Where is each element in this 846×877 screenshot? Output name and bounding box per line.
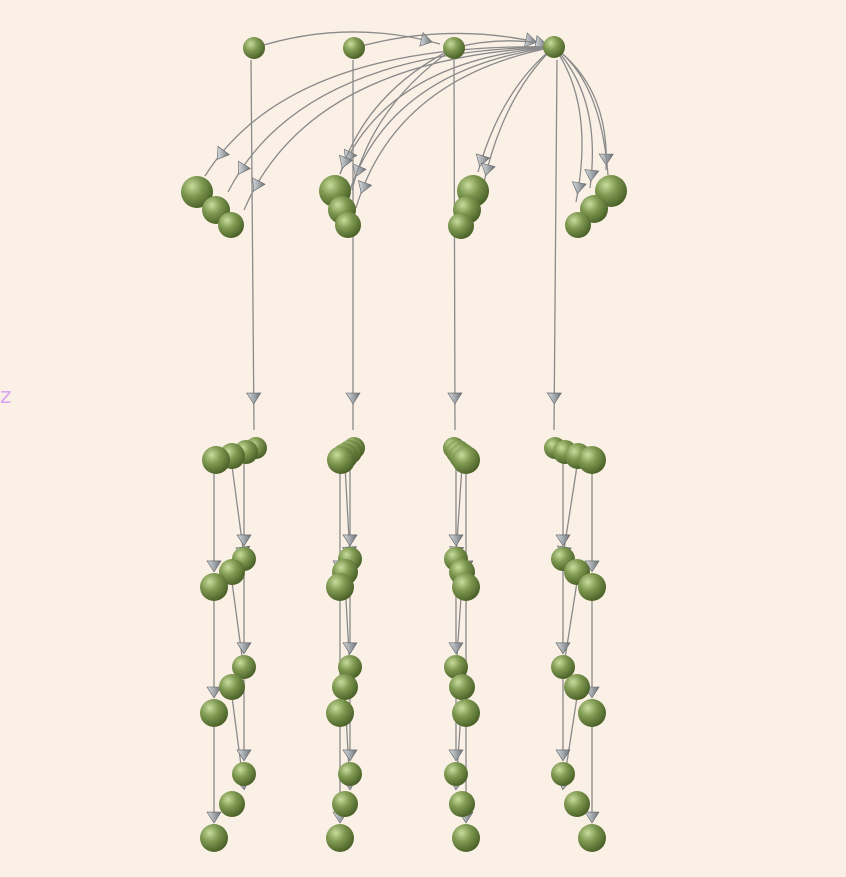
- cone-arrow-icon: [206, 560, 222, 573]
- cone-arrow-icon: [339, 154, 354, 169]
- graph-edge: [483, 46, 555, 183]
- sphere-node-icon: [202, 446, 230, 474]
- graph-edge: [553, 46, 609, 176]
- sphere-node-icon: [219, 791, 245, 817]
- sphere-node-icon: [578, 446, 606, 474]
- sphere-node-icon: [452, 573, 480, 601]
- sphere-node-icon: [578, 699, 606, 727]
- cone-arrow-icon: [236, 534, 252, 547]
- sphere-node-icon: [232, 762, 256, 786]
- graph-edge: [553, 59, 558, 431]
- sphere-node-icon: [551, 655, 575, 679]
- cone-arrow-icon: [246, 392, 262, 405]
- cone-arrow-icon: [236, 642, 252, 655]
- sphere-node-icon: [232, 655, 256, 679]
- graph-edge: [553, 46, 583, 203]
- cone-arrow-icon: [584, 169, 600, 182]
- graph-edge: [453, 59, 456, 431]
- sphere-node-icon: [564, 791, 590, 817]
- cone-arrow-icon: [206, 686, 222, 699]
- cone-arrow-icon: [342, 749, 358, 762]
- sphere-node-icon: [338, 655, 362, 679]
- sphere-node-icon: [338, 762, 362, 786]
- cone-arrow-icon: [252, 177, 266, 192]
- cone-arrow-icon: [216, 145, 230, 160]
- cone-arrow-icon: [524, 32, 538, 48]
- cone-arrow-icon: [448, 749, 464, 762]
- sphere-node-icon: [452, 446, 480, 474]
- cone-arrow-icon: [481, 162, 496, 177]
- sphere-node-icon: [551, 762, 575, 786]
- sphere-node-icon: [452, 824, 480, 852]
- graph-edge: [339, 46, 555, 175]
- sphere-node-icon: [443, 37, 465, 59]
- sphere-node-icon: [332, 791, 358, 817]
- graph-edge: [339, 47, 455, 175]
- sphere-node-icon: [219, 559, 245, 585]
- sphere-node-icon: [444, 762, 468, 786]
- sphere-node-icon: [332, 674, 358, 700]
- graph-edge: [355, 46, 555, 209]
- sphere-node-icon: [200, 573, 228, 601]
- cone-arrow-icon: [342, 534, 358, 547]
- sphere-node-icon: [327, 446, 355, 474]
- nodes-layer: [181, 36, 627, 852]
- sphere-node-icon: [326, 699, 354, 727]
- graph-edge: [204, 46, 555, 177]
- sphere-node-icon: [543, 36, 565, 58]
- sphere-node-icon: [452, 699, 480, 727]
- sphere-node-icon: [326, 824, 354, 852]
- graph-edge: [349, 46, 555, 191]
- cone-arrow-icon: [448, 642, 464, 655]
- sphere-node-icon: [343, 37, 365, 59]
- cone-arrow-icon: [357, 180, 373, 194]
- sphere-node-icon: [181, 176, 213, 208]
- graph-edge: [477, 46, 555, 173]
- sphere-node-icon: [219, 674, 245, 700]
- graph-edge: [353, 32, 546, 49]
- cone-arrow-icon: [546, 392, 562, 405]
- cone-arrow-icon: [342, 642, 358, 655]
- graph-edge: [243, 46, 555, 211]
- cone-arrow-icon: [555, 749, 571, 762]
- sphere-node-icon: [449, 674, 475, 700]
- sphere-node-icon: [578, 824, 606, 852]
- cone-arrow-icon: [584, 811, 600, 824]
- cone-arrow-icon: [555, 642, 571, 655]
- sphere-node-icon: [200, 699, 228, 727]
- sphere-node-icon: [444, 655, 468, 679]
- sphere-node-icon: [565, 212, 591, 238]
- cone-arrow-icon: [447, 392, 463, 405]
- sphere-node-icon: [448, 213, 474, 239]
- sphere-node-icon: [449, 791, 475, 817]
- cone-arrow-icon: [236, 749, 252, 762]
- cone-arrow-icon: [475, 153, 491, 167]
- cone-arrow-icon: [419, 31, 433, 47]
- graph-edge: [250, 59, 255, 431]
- cone-arrow-icon: [345, 392, 361, 405]
- cone-arrow-icon: [206, 811, 222, 824]
- graph-edge: [351, 47, 455, 191]
- graph-edge: [253, 31, 441, 49]
- cone-arrow-icon: [448, 534, 464, 547]
- sphere-node-icon: [578, 573, 606, 601]
- sphere-node-icon: [564, 674, 590, 700]
- sphere-node-icon: [326, 573, 354, 601]
- sphere-node-icon: [218, 212, 244, 238]
- sphere-node-icon: [200, 824, 228, 852]
- graph-edge: [553, 46, 607, 171]
- sphere-node-icon: [243, 37, 265, 59]
- graph-edge: [553, 46, 593, 189]
- cone-arrow-icon: [238, 160, 252, 175]
- cone-arrow-icon: [555, 534, 571, 547]
- graph-edge: [227, 46, 555, 193]
- edges-layer: [204, 31, 614, 824]
- sphere-node-icon: [335, 212, 361, 238]
- cone-arrow-icon: [571, 181, 587, 195]
- z-axis-label: z: [0, 384, 12, 409]
